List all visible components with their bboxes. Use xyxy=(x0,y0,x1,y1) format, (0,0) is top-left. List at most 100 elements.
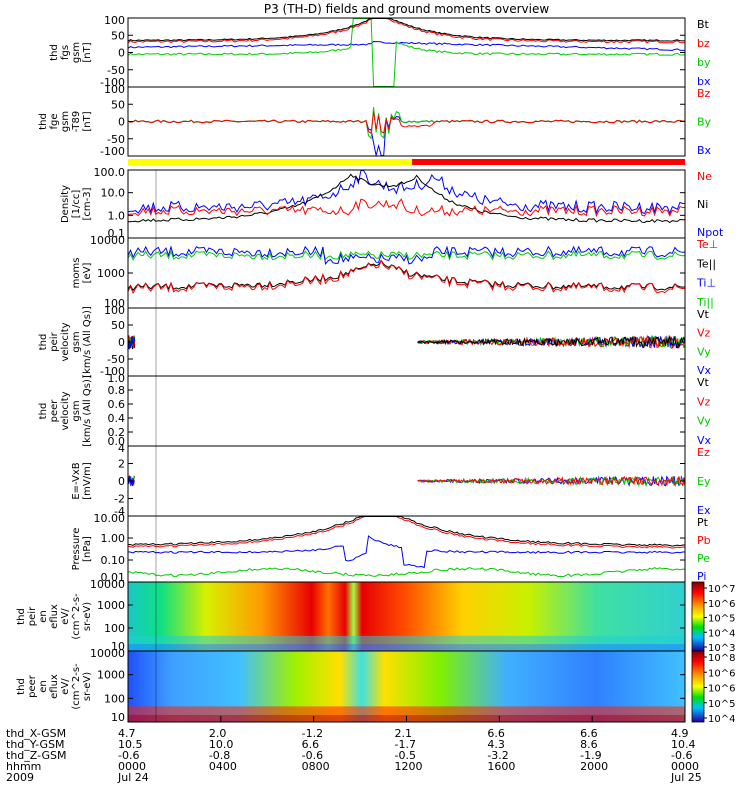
xaxis-row-label: 2009 xyxy=(6,771,34,784)
ytick-label: 0 xyxy=(118,336,125,349)
colorbar-label: 10^3 xyxy=(708,643,735,654)
panel-density: 100.0 10.0 1.0 0.1 Density [1/cc] [cm-3] Ne Ni Np… xyxy=(60,166,724,240)
ylabel-line: eV/ xyxy=(60,608,71,625)
ylabel-line: en xyxy=(38,610,49,623)
ytick-label: 1.0 xyxy=(108,209,126,222)
legend-pressure-Pe: Pe xyxy=(697,552,710,565)
ylabel-line: [nPa] xyxy=(82,536,93,562)
ytick-label: -100 xyxy=(100,145,125,158)
ylabel-line: thd xyxy=(38,403,49,420)
legend-temp-Ti||: Ti|| xyxy=(696,296,714,309)
ytick-label: 100 xyxy=(104,304,125,317)
xaxis-value: 10.4 xyxy=(671,738,696,751)
colorbar-label: 10^7 xyxy=(708,584,735,595)
xaxis-value: Jul 24 xyxy=(117,771,149,784)
ylabel-line: Density xyxy=(60,185,71,223)
ytick-label: 1.0 xyxy=(108,372,126,385)
ylabel-line: [nT] xyxy=(82,111,93,131)
legend-density-Ne: Ne xyxy=(697,170,712,183)
region-bar-yellow xyxy=(128,159,413,165)
xaxis-value: 4.9 xyxy=(671,727,689,740)
xaxis-value: 2000 xyxy=(580,760,608,773)
ylabel-line: thd xyxy=(16,608,27,625)
ytick-label: 0.2 xyxy=(108,426,126,439)
ytick-label: 0.10 xyxy=(101,554,126,567)
legend-pressure-Pi: Pi xyxy=(697,570,706,583)
xaxis-row-label: thd_X-GSM xyxy=(6,727,66,740)
legend-efield-Ey: Ey xyxy=(697,475,711,488)
xaxis-value: 2.0 xyxy=(209,727,227,740)
ytick-label: 100 xyxy=(104,692,125,705)
series-efield-Ez xyxy=(417,475,686,487)
panel-fge: 100 50 0 -50-100 thd fge gsm -T89 [nT] Bz By Bx xyxy=(38,83,712,158)
xaxis-value: Jul 25 xyxy=(670,771,702,784)
series-fgs-Bt xyxy=(127,18,686,42)
colorbar-label: 10^4 xyxy=(708,628,735,639)
panel-peer_v: 1.00.80.60.40.20.0 thd peer velocity gsm [km/… xyxy=(38,372,712,448)
ylabel-line: peir xyxy=(49,331,60,351)
panel-fgs: 100 50 0 -50-100 thd fgs gsm [nT] Bt bz by bx xyxy=(49,14,711,89)
panel-temp: 10000 1000 100 moms [eV] Te⊥ Te|| Ti⊥ Ti|| xyxy=(71,234,718,310)
xaxis-value: 4.7 xyxy=(118,727,136,740)
xaxis-value: 10.0 xyxy=(209,738,234,751)
legend-fge-Bx: Bx xyxy=(697,144,712,157)
colorbar-label: 10^6 xyxy=(708,668,735,679)
xaxis-value: 1200 xyxy=(395,760,423,773)
legend-efield-Ez: Ez xyxy=(697,446,710,459)
spectrogram-band xyxy=(128,644,685,651)
ytick-label: -50 xyxy=(107,353,125,366)
xaxis-value: 1600 xyxy=(487,760,515,773)
legend-peer_v-Vt: Vt xyxy=(697,376,710,389)
series-fgs-bx xyxy=(127,40,685,51)
ylabel-line: sr-eV) xyxy=(82,672,93,701)
panel-frame xyxy=(127,17,686,88)
ytick-label: 10000 xyxy=(90,647,125,660)
ylabel-line: gsm xyxy=(71,42,82,63)
xaxis-value: -1.9 xyxy=(580,749,601,762)
xaxis-value: -1.2 xyxy=(302,727,323,740)
colorbar-label: 10^6 xyxy=(708,684,735,695)
series-fge-By xyxy=(127,107,686,140)
legend-peir_v-Vz: Vz xyxy=(697,327,711,340)
series-fgs-bz xyxy=(127,18,686,44)
colorbar-label: 10^5 xyxy=(708,614,735,625)
xaxis-row-label: hhmm xyxy=(6,760,41,773)
legend-peir_v-Vt: Vt xyxy=(697,308,710,321)
ytick-label: 10.00 xyxy=(94,512,126,525)
series-density-Npot xyxy=(127,170,686,215)
series-pressure-Pe xyxy=(127,567,686,578)
ylabel-line: [eV] xyxy=(82,263,93,284)
series-pressure-Pb xyxy=(127,516,685,549)
ylabel-line: velocity xyxy=(60,322,71,361)
ytick-label: 10.0 xyxy=(101,187,126,200)
ylabel-line: fgs xyxy=(60,45,71,60)
ylabel-line: gsm xyxy=(71,400,82,421)
legend-efield-Ex: Ex xyxy=(697,504,711,517)
xaxis-value: 8.6 xyxy=(580,738,598,751)
ylabel-line: Pressure xyxy=(71,528,82,571)
ytick-label: 10 xyxy=(111,711,125,724)
legend-density-Ni: Ni xyxy=(697,198,708,211)
ytick-label: 1000 xyxy=(97,669,125,682)
series-pressure-Pi xyxy=(127,535,685,569)
ytick-label: 1.00 xyxy=(101,532,126,545)
ytick-label: -100 xyxy=(100,365,125,378)
ytick-label: 10000 xyxy=(90,578,125,591)
ylabel-line: E=-VxB xyxy=(71,462,82,499)
region-bar-red xyxy=(412,159,685,165)
ylabel-line: eflux xyxy=(49,604,60,629)
ylabel-line: gsm xyxy=(71,331,82,352)
legend-fge-Bz: Bz xyxy=(697,87,711,100)
ylabel-line: (cm^2-s- xyxy=(71,663,82,710)
ylabel-line: fge xyxy=(49,113,60,129)
legend-fgs-bz: bz xyxy=(697,37,710,50)
xaxis-value: 2.1 xyxy=(395,727,413,740)
xaxis-value: -3.2 xyxy=(487,749,508,762)
legend-temp-Ti⊥: Ti⊥ xyxy=(696,277,716,290)
ytick-label: -50 xyxy=(107,64,125,77)
ytick-label: 0.0 xyxy=(108,435,126,448)
xaxis-value: 10.5 xyxy=(118,738,143,751)
ylabel-line: moms xyxy=(71,258,82,289)
ytick-label: 10000 xyxy=(90,234,125,247)
ylabel-line: eV/ xyxy=(60,678,71,695)
